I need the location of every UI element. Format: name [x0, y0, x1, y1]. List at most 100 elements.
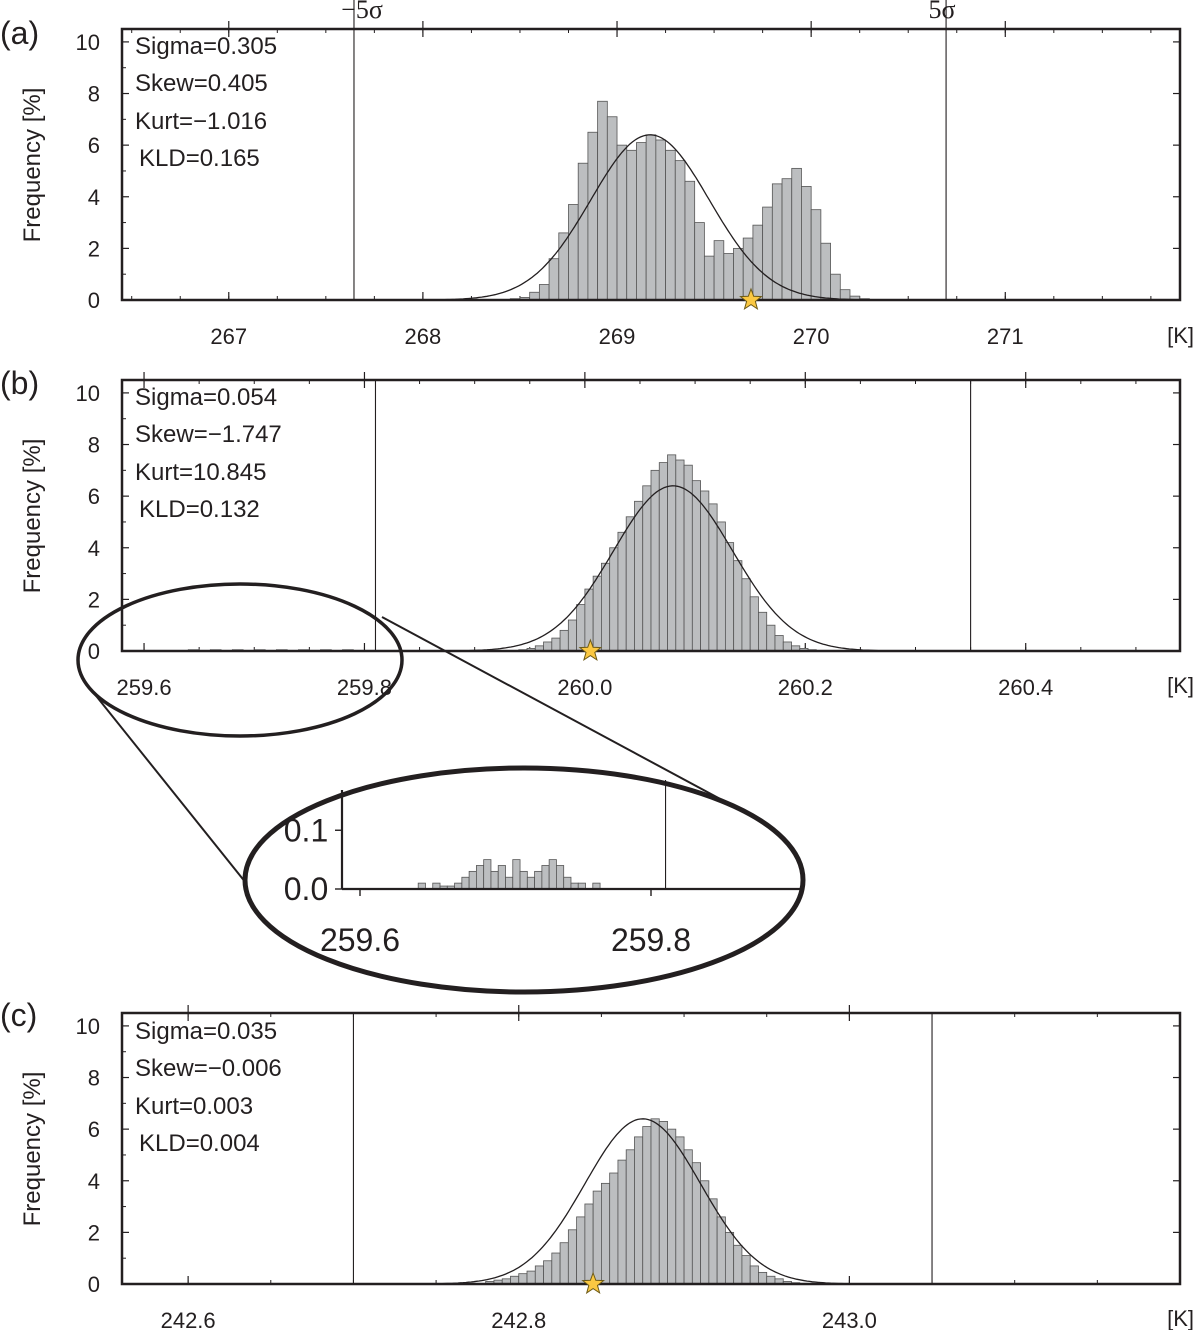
- zoom-histogram-bar: [526, 876, 536, 890]
- histogram-bar: [543, 1260, 553, 1285]
- histogram-bar: [584, 1203, 594, 1285]
- stat-sigma: Sigma=0.054: [135, 384, 277, 411]
- histogram-bar: [810, 209, 822, 301]
- zoom-histogram-bar: [548, 859, 557, 890]
- panel-a-xunit: [K]: [1167, 323, 1194, 348]
- stat-kld: KLD=0.004: [139, 1130, 260, 1157]
- y-tick-label: 6: [88, 484, 100, 509]
- panel-c-plot: 0 2 4 6 8 10 242.6 242.8 243.0: [76, 1005, 1182, 1330]
- zoom-histogram-bar: [534, 870, 543, 890]
- panel-c-ylabel: Frequency [%]: [19, 1072, 46, 1227]
- histogram-bar: [636, 142, 647, 301]
- histogram-bar: [658, 1121, 668, 1285]
- histogram-bar: [758, 611, 768, 652]
- x-tick-label: 242.6: [161, 1308, 216, 1330]
- histogram-bar: [634, 1136, 644, 1285]
- x-tick-label: 260.2: [778, 675, 833, 700]
- histogram-bar: [781, 178, 793, 301]
- y-tick-label: 8: [88, 433, 100, 458]
- stat-kurt: Kurt=10.845: [135, 459, 266, 486]
- stat-skew: Skew=−0.006: [135, 1055, 282, 1082]
- histogram-bar: [675, 1136, 685, 1285]
- histogram-bar: [774, 635, 784, 652]
- histogram-bar: [650, 469, 660, 652]
- x-tick-label: 270: [793, 324, 830, 349]
- panel-b-label: (b): [0, 365, 39, 401]
- histogram-bar: [667, 454, 677, 652]
- histogram-bar: [733, 1244, 743, 1285]
- zoom-source-ellipse: [76, 582, 404, 738]
- histogram-bar: [534, 1265, 544, 1285]
- zoom-histogram-bar: [541, 865, 550, 890]
- zoom-histogram-bar: [475, 865, 485, 890]
- histogram-bar: [655, 139, 666, 301]
- histogram-bar: [724, 542, 735, 652]
- histogram-bar: [548, 258, 560, 301]
- histogram-bar: [771, 183, 783, 301]
- observation-star-marker: [578, 638, 603, 662]
- histogram-bar: [625, 516, 635, 652]
- histogram-bar: [609, 547, 619, 652]
- histogram-bar: [543, 641, 553, 652]
- panel-a-ylabel: Frequency [%]: [19, 88, 46, 243]
- y-tick-label: 10: [76, 30, 100, 55]
- zoom-histogram-bar: [556, 865, 565, 890]
- zoom-histogram-bar: [512, 859, 521, 890]
- histogram-bar: [642, 1126, 652, 1285]
- histogram-bar: [733, 560, 743, 652]
- zoom-histogram-bar: [490, 870, 499, 890]
- histogram-bar: [703, 255, 715, 301]
- y-tick-label: 6: [88, 133, 100, 158]
- histogram-bar: [683, 1149, 693, 1285]
- histogram-bar: [526, 1270, 536, 1285]
- x-tick-label: 242.8: [491, 1308, 546, 1330]
- zoom-histogram-bar: [563, 876, 572, 890]
- zoom-x-tick-label: 259.6: [320, 922, 400, 958]
- zoom-histogram-bar: [519, 870, 528, 890]
- stat-sigma: Sigma=0.035: [135, 1018, 277, 1045]
- zoom-connector-right: [381, 616, 725, 802]
- histogram-bar: [551, 637, 561, 652]
- histogram-bar: [667, 1128, 677, 1285]
- histogram-bar: [801, 186, 812, 301]
- histogram-bar: [551, 1252, 561, 1285]
- histogram-bar: [708, 1198, 718, 1285]
- panel-c-xunit: [K]: [1167, 1306, 1194, 1330]
- histogram-bar: [733, 247, 744, 301]
- histogram-bar: [559, 1242, 569, 1285]
- histogram-bar: [642, 485, 652, 652]
- y-tick-label: 4: [88, 536, 100, 561]
- histogram-bar: [625, 1149, 635, 1285]
- histogram-bar: [674, 160, 686, 301]
- histogram-bar: [708, 503, 718, 652]
- histogram-bar: [752, 224, 764, 301]
- histogram-bar: [592, 1190, 602, 1285]
- x-tick-label: 259.6: [117, 675, 172, 700]
- y-tick-label: 8: [88, 1066, 100, 1091]
- histogram-bar: [576, 604, 586, 652]
- y-tick-label: 2: [88, 587, 100, 612]
- histogram-bar: [645, 134, 657, 301]
- histogram-bar: [741, 578, 751, 652]
- stat-sigma: Sigma=0.305: [135, 33, 277, 60]
- zoom-x-tick-label: 259.8: [611, 922, 691, 958]
- histogram-bar: [518, 1273, 528, 1285]
- histogram-bar: [782, 641, 792, 652]
- plus-5-sigma-label: 5σ: [928, 0, 955, 24]
- x-tick-label: 271: [987, 324, 1024, 349]
- histogram-bar: [584, 588, 594, 652]
- histogram-bar: [665, 149, 676, 301]
- y-tick-label: 2: [88, 236, 100, 261]
- histogram-bar: [587, 131, 599, 301]
- histogram-bar: [749, 1265, 759, 1285]
- histogram-bar: [609, 1172, 619, 1285]
- zoom-histogram-bar: [461, 876, 470, 890]
- plot-frame: [120, 1011, 1182, 1286]
- histogram-bar: [538, 284, 550, 301]
- histogram-bar: [713, 240, 725, 301]
- y-tick-label: 8: [88, 82, 100, 107]
- stat-kurt: Kurt=0.003: [135, 1093, 253, 1120]
- observation-star-marker: [739, 287, 763, 311]
- panel-c-label: (c): [0, 997, 37, 1033]
- stat-kld: KLD=0.132: [139, 496, 260, 523]
